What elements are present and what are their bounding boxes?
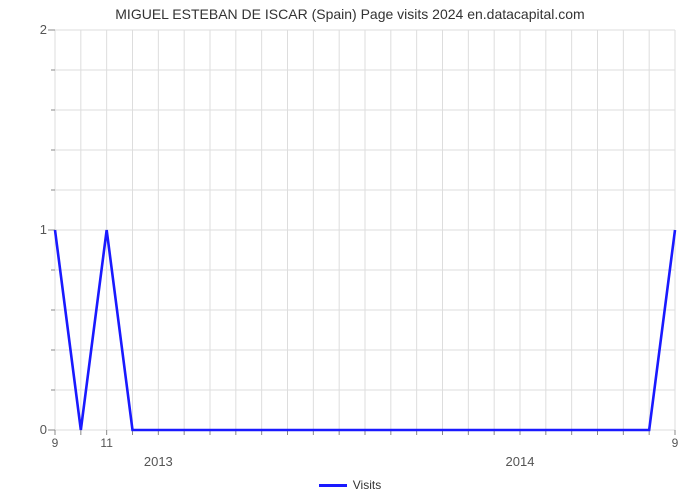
legend-swatch	[319, 484, 347, 487]
y-tick-label: 2	[25, 22, 47, 37]
chart-legend: Visits	[0, 478, 700, 492]
x-tick-label: 9	[672, 436, 679, 450]
chart-plot	[0, 0, 700, 500]
y-tick-label: 1	[25, 222, 47, 237]
x-year-label: 2013	[144, 454, 173, 469]
chart-container: MIGUEL ESTEBAN DE ISCAR (Spain) Page vis…	[0, 0, 700, 500]
y-tick-label: 0	[25, 422, 47, 437]
x-year-label: 2014	[506, 454, 535, 469]
x-tick-label: 9	[52, 436, 59, 450]
legend-label: Visits	[353, 478, 381, 492]
x-tick-label: 11	[100, 436, 112, 450]
